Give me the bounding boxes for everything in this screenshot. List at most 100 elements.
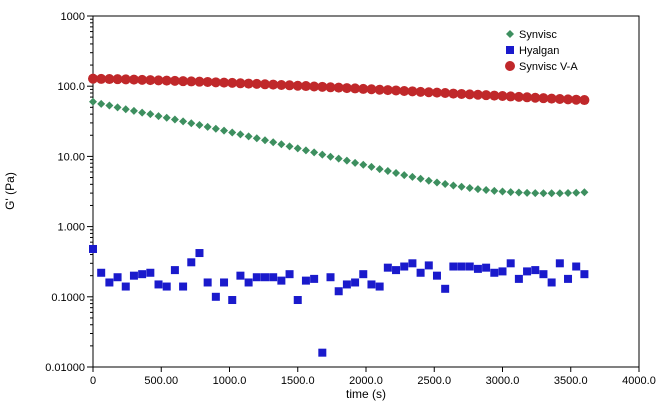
data-point (341, 83, 352, 94)
legend-marker (505, 61, 515, 71)
data-point (277, 276, 286, 285)
data-point (333, 82, 344, 93)
data-point (490, 186, 499, 195)
x-axis-ticks: 0 500.00 1000.0 1500.0 2000.0 2500.0 3000.0 350… (90, 367, 656, 387)
data-point (309, 81, 320, 92)
data-point (382, 85, 393, 96)
x-tick-label: 3500.0 (554, 375, 588, 387)
data-point (408, 172, 417, 181)
data-point (554, 94, 565, 105)
data-point (407, 86, 418, 97)
data-point (432, 178, 441, 187)
data-point (97, 99, 106, 108)
data-point (514, 274, 523, 283)
data-point (318, 348, 327, 357)
data-point (473, 185, 482, 194)
data-point (120, 74, 131, 85)
data-point (505, 91, 516, 102)
data-point (138, 108, 147, 117)
data-point (506, 259, 515, 268)
data-point (121, 105, 130, 114)
data-point (383, 166, 392, 175)
x-tick-label: 0 (90, 375, 96, 387)
data-point (464, 89, 475, 100)
data-point (202, 76, 213, 87)
y-axis-ticks: 0.01000 0.1000 1.000 10.00 100.0 1000 (45, 11, 93, 374)
data-point (482, 263, 491, 272)
data-point (547, 189, 556, 198)
data-point (334, 154, 343, 163)
data-point (555, 189, 564, 198)
data-point (187, 258, 196, 267)
legend-marker (506, 46, 514, 54)
data-point (523, 267, 532, 276)
legend-marker (506, 30, 514, 38)
data-point (441, 284, 450, 293)
x-tick-label: 1000.0 (213, 375, 247, 387)
data-point (449, 181, 458, 190)
data-point (440, 88, 451, 99)
data-point (366, 84, 377, 95)
data-point (580, 270, 589, 279)
data-point (211, 292, 220, 301)
data-point (448, 88, 459, 99)
data-point (300, 81, 311, 92)
data-point (310, 274, 319, 283)
data-point (277, 140, 286, 149)
data-point (235, 78, 246, 89)
data-point (514, 188, 523, 197)
data-point (498, 187, 507, 196)
data-point (473, 264, 482, 273)
legend-label: Hyalgan (519, 45, 559, 57)
data-point (128, 74, 139, 85)
data-point (546, 93, 557, 104)
series-synvisc (89, 97, 589, 198)
data-point (243, 78, 254, 89)
y-tick-label: 100.0 (57, 81, 85, 93)
data-point (572, 262, 581, 271)
data-point (96, 73, 107, 84)
data-point (161, 75, 172, 86)
y-tick-label: 0.1000 (51, 292, 85, 304)
series-layer (88, 73, 590, 357)
plot-area (92, 15, 640, 368)
data-point (138, 270, 147, 279)
data-point (210, 77, 221, 88)
data-point (105, 278, 114, 287)
data-point (399, 85, 410, 96)
data-point (187, 119, 196, 128)
data-point (334, 287, 343, 296)
data-point (244, 278, 253, 287)
x-tick-label: 2000.0 (349, 375, 383, 387)
data-point (162, 282, 171, 291)
data-point (259, 79, 270, 90)
data-point (153, 75, 164, 86)
data-point (195, 121, 204, 130)
data-point (423, 87, 434, 98)
data-point (154, 280, 163, 289)
data-point (186, 76, 197, 87)
data-point (547, 278, 556, 287)
data-point (260, 136, 269, 145)
data-point (179, 117, 188, 126)
data-point (129, 271, 138, 280)
data-point (482, 186, 491, 195)
data-point (146, 110, 155, 119)
data-point (121, 282, 130, 291)
data-point (375, 165, 384, 174)
data-point (555, 259, 564, 268)
data-point (457, 262, 466, 271)
data-point (203, 278, 212, 287)
data-point (276, 80, 287, 91)
data-point (531, 266, 540, 275)
data-point (416, 268, 425, 277)
data-point (252, 273, 261, 282)
data-point (392, 169, 401, 178)
data-point (400, 262, 409, 271)
data-point (104, 74, 115, 85)
data-point (489, 90, 500, 101)
data-point (523, 188, 532, 197)
data-point (236, 271, 245, 280)
y-tick-label: 1.000 (57, 222, 85, 234)
data-point (400, 171, 409, 180)
